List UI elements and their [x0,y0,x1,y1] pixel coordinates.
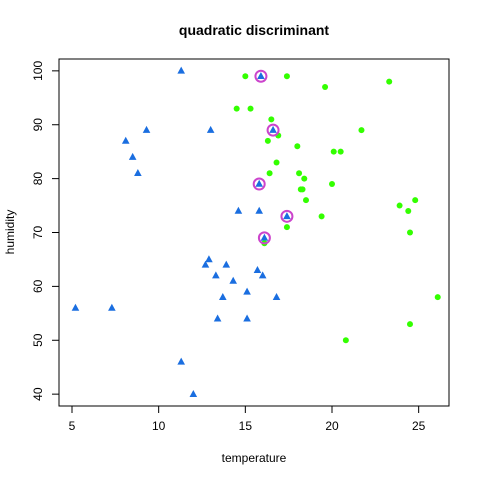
data-point-triangle [142,125,151,133]
data-point-triangle [258,271,267,279]
data-point-triangle [272,292,281,300]
y-tick-label: 60 [31,279,45,293]
y-tick-label: 50 [31,333,45,347]
data-point-circle [283,224,290,231]
data-point-triangle [222,260,231,268]
data-point-circle [330,148,337,155]
data-point-triangle [177,357,185,365]
y-tick-label: 80 [31,172,45,186]
data-point-circle [283,73,290,80]
highlight-ring [280,209,294,223]
series-layer [71,66,441,397]
data-point-triangle [71,303,80,311]
data-point-circle [405,207,412,214]
y-tick-label: 90 [31,118,45,132]
data-point-circle [329,181,335,188]
data-point-circle [242,73,249,80]
x-axis: 5 10 15 20 25 [69,405,426,433]
y-axis-label: humidity [3,210,17,255]
highlight-layer [252,69,294,245]
data-point-triangle [212,271,220,279]
data-point-triangle [253,266,262,274]
data-point-circle [264,137,271,144]
data-point-circle [273,159,280,166]
data-point-triangle [205,255,213,263]
data-point-circle [342,337,349,344]
data-point-circle [396,202,403,209]
data-point-triangle [260,233,269,241]
data-point-circle [412,197,419,204]
data-point-circle [266,170,273,177]
highlight-ring [254,69,268,83]
data-point-triangle [269,125,277,133]
highlight-ring [252,177,266,191]
data-point-triangle [243,287,251,295]
data-point-triangle [108,303,116,311]
data-point-triangle [201,260,210,268]
data-point-circle [301,175,308,182]
x-axis-label: temperature [222,451,287,465]
data-point-circle [434,294,441,301]
data-point-circle [268,116,275,123]
data-point-triangle [257,72,265,80]
highlight-ring [257,231,271,245]
data-point-triangle [177,66,185,74]
data-point-triangle [219,292,227,300]
y-axis: 40 50 60 70 80 90 100 [31,61,60,401]
x-tick-label: 20 [325,419,339,433]
data-point-circle [233,105,240,112]
data-point-triangle [128,152,137,160]
data-point-triangle [255,206,263,214]
data-point-circle [358,127,365,134]
data-point-triangle [229,276,237,284]
data-point-triangle [283,212,291,220]
data-point-circle [303,197,309,204]
data-point-circle [318,213,325,220]
data-point-triangle [243,314,251,322]
y-tick-label: 40 [31,387,45,401]
y-tick-label: 100 [31,61,45,81]
data-point-triangle [189,389,198,397]
data-point-triangle [206,125,215,133]
data-point-triangle [213,314,222,322]
data-point-circle [407,229,413,236]
x-tick-label: 10 [152,419,166,433]
data-point-circle [322,84,329,91]
chart-title: quadratic discriminant [179,22,329,38]
data-point-triangle [234,206,243,214]
data-point-triangle [134,169,142,177]
y-tick-label: 70 [31,226,45,240]
data-point-circle [294,143,301,150]
x-tick-label: 25 [412,419,426,433]
data-point-circle [386,78,393,85]
highlight-ring [266,123,280,137]
data-point-triangle [121,136,130,144]
data-point-triangle [255,179,263,187]
data-point-circle [407,321,413,328]
plot-frame [58,58,450,407]
data-point-circle [337,148,344,155]
data-point-circle [247,105,254,112]
x-tick-label: 15 [239,419,253,433]
x-tick-label: 5 [69,419,76,433]
data-point-circle [299,186,306,193]
data-point-circle [296,170,303,177]
